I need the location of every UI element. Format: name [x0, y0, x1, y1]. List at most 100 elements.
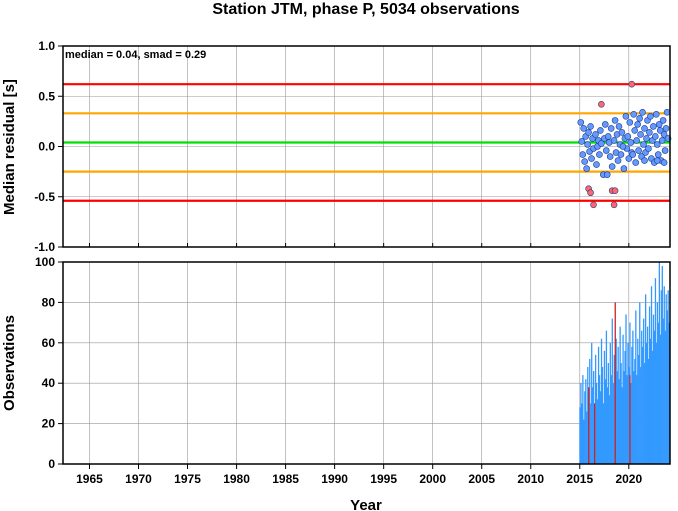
observation-bar [629, 375, 631, 464]
residual-grid [63, 45, 670, 248]
observation-bar [593, 403, 596, 464]
x-tick-label: 2020 [615, 472, 642, 486]
y-tick-label: 40 [42, 376, 56, 390]
observation-bar [625, 314, 627, 464]
residual-point [580, 125, 588, 132]
residual-point [610, 137, 618, 144]
residual-point [651, 133, 659, 140]
observation-bar [609, 342, 611, 464]
observation-bar [644, 363, 646, 464]
observation-bar [614, 302, 616, 464]
observation-bar [579, 407, 581, 464]
observation-bar [658, 262, 661, 464]
residual-point [617, 151, 625, 158]
observation-bar [646, 326, 649, 464]
residual-y-label: Median residual [s] [1, 79, 18, 215]
observation-bar [600, 338, 603, 464]
residual-point [660, 159, 668, 166]
observation-bar [653, 330, 656, 464]
residual-point [636, 115, 643, 122]
observation-bar [587, 367, 589, 464]
y-tick-label: 1.0 [38, 39, 55, 53]
observation-bar [583, 419, 585, 464]
x-tick-label: 1975 [174, 472, 201, 486]
residual-point [598, 140, 605, 147]
observation-bar [594, 354, 597, 464]
residual-point [597, 127, 604, 134]
observation-bar [664, 330, 666, 464]
observation-bar [586, 411, 588, 464]
observation-bar [668, 322, 670, 464]
residual-point [606, 153, 614, 160]
residual-point [608, 163, 616, 170]
observation-bar [582, 375, 584, 464]
observation-bar [640, 367, 642, 464]
residual-point [584, 141, 591, 148]
y-tick-label: 0.0 [38, 140, 55, 154]
residual-point [660, 131, 668, 138]
y-tick-label: 80 [42, 295, 56, 309]
observation-bar [616, 371, 618, 464]
observation-bar [654, 278, 657, 464]
observation-bar [580, 383, 582, 464]
observation-bar [649, 338, 652, 464]
residual-point [622, 113, 630, 120]
residual-point [653, 141, 661, 148]
observation-bar [621, 387, 623, 464]
stats-annotation: median = 0.04, smad = 0.29 [65, 49, 206, 61]
observation-bar [661, 266, 663, 464]
observation-bar [603, 350, 606, 464]
y-tick-label: 60 [42, 336, 56, 350]
observations-y-ticks: 100 80 60 40 20 0 [35, 255, 63, 471]
residual-point [611, 187, 619, 195]
residual-point [639, 109, 646, 116]
residual-point [632, 159, 639, 166]
observation-bar [601, 367, 604, 464]
observation-bar [598, 375, 601, 464]
observations-y-label: Observations [1, 315, 18, 411]
observation-bar [634, 358, 636, 464]
residual-point [629, 151, 637, 158]
observation-bar [581, 403, 583, 464]
residual-point [634, 121, 641, 128]
residual-point [587, 189, 594, 197]
residual-point [654, 151, 662, 158]
observation-bar [650, 286, 653, 464]
observation-bar [597, 346, 600, 464]
residual-panel: 1.0 0.5 0.0 -0.5 -1.0 median = 0.04, smad = … [1, 39, 672, 254]
residual-point [603, 171, 611, 178]
observation-bar [635, 310, 637, 464]
residual-point [641, 125, 648, 132]
y-tick-label: -0.5 [34, 190, 55, 204]
observation-bar [606, 387, 609, 464]
observation-bar [660, 290, 662, 464]
observation-bar [636, 375, 638, 464]
y-tick-label: 0.5 [38, 89, 55, 103]
x-tick-label: 1990 [321, 472, 348, 486]
residual-point [658, 137, 666, 144]
residual-point [653, 157, 661, 164]
residual-point [640, 141, 647, 148]
residual-point [602, 147, 610, 154]
observation-bar [656, 302, 659, 464]
residual-point [633, 137, 640, 144]
residual-point [578, 138, 586, 145]
observation-bar [644, 294, 647, 464]
observation-bar [655, 342, 658, 464]
residual-point [647, 113, 654, 120]
residual-point [637, 131, 644, 138]
observation-bar [622, 334, 624, 464]
observation-bar [662, 318, 664, 464]
observation-bar [647, 358, 650, 464]
observation-bar [663, 286, 665, 464]
residual-point [641, 157, 648, 164]
observation-bar [592, 387, 594, 464]
residual-point [643, 135, 650, 142]
observation-bar [604, 379, 607, 464]
observation-bar [659, 334, 661, 464]
observation-bar [626, 375, 628, 464]
observation-bar [630, 383, 632, 464]
residual-point [592, 131, 599, 138]
observation-bar [633, 371, 635, 464]
observation-bar [589, 358, 591, 464]
